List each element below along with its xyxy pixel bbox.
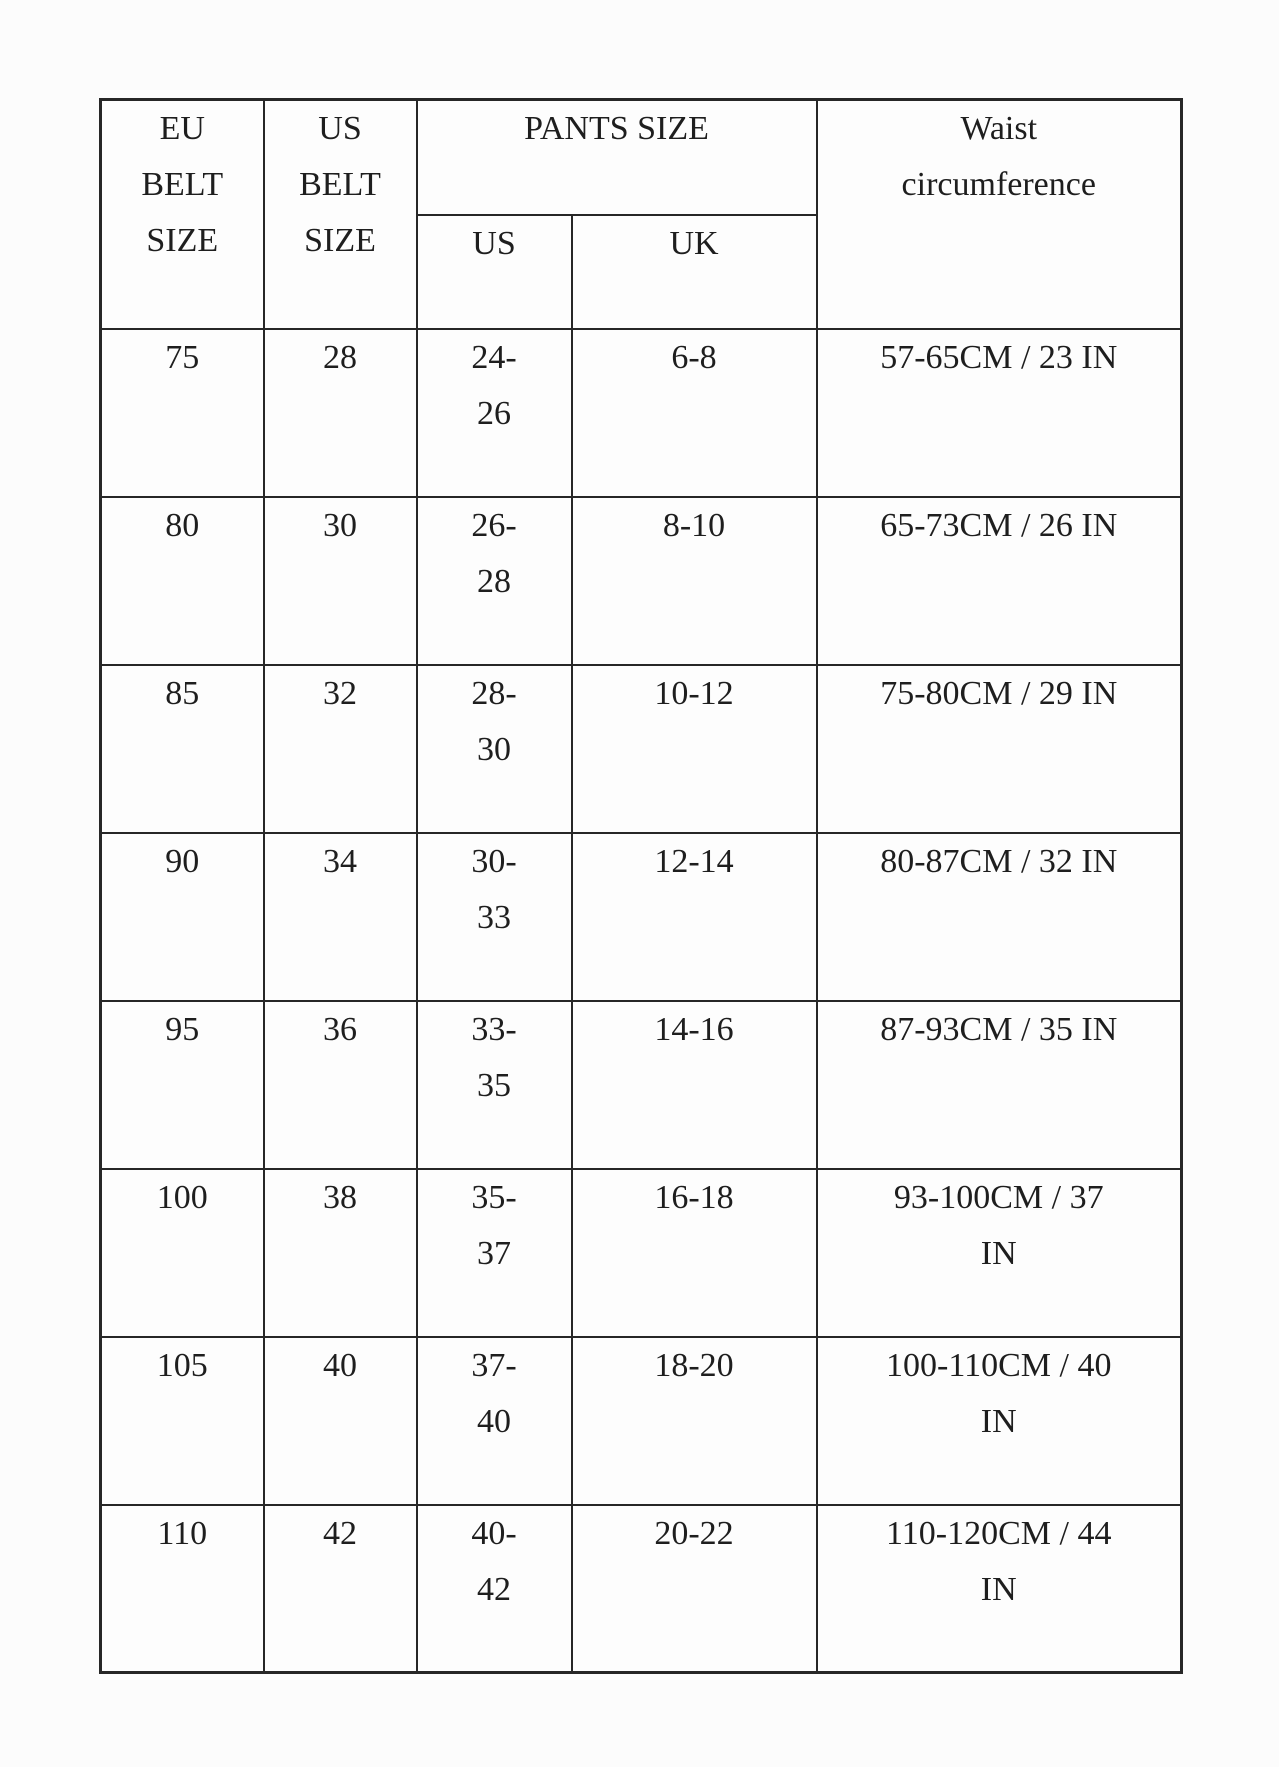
table-row: 105 40 37- 40 18-20 100-110CM / 40 IN: [99, 1335, 1183, 1506]
cell-pants-size-us: 35- 37: [415, 1167, 573, 1338]
header-row-top: EU BELT SIZE US BELT SIZE PANTS SIZE Wai…: [99, 98, 1183, 330]
cell-eu-belt-size: 100: [99, 1167, 265, 1338]
header-row-sub: US UK: [101, 213, 1182, 330]
header-waist-circumference: Waist circumference: [815, 98, 1183, 330]
cell-waist-circumference: 87-93CM / 35 IN: [815, 999, 1183, 1170]
cell-pants-size-uk: 20-22: [570, 1503, 818, 1674]
cell-us-belt-size: 32: [262, 663, 418, 834]
cell-us-belt-size: 34: [262, 831, 418, 1002]
header-us-belt-size: US BELT SIZE: [262, 98, 418, 330]
cell-waist-circumference: 93-100CM / 37 IN: [815, 1167, 1183, 1338]
cell-pants-size-us: 28- 30: [415, 663, 573, 834]
cell-waist-circumference: 65-73CM / 26 IN: [815, 495, 1183, 666]
table-row: 85 32 28- 30 10-12 75-80CM / 29 IN: [99, 663, 1183, 834]
cell-us-belt-size: 28: [262, 327, 418, 498]
cell-pants-size-uk: 16-18: [570, 1167, 818, 1338]
cell-pants-size-uk: 12-14: [570, 831, 818, 1002]
cell-pants-size-uk: 6-8: [570, 327, 818, 498]
cell-waist-circumference: 100-110CM / 40 IN: [815, 1335, 1183, 1506]
table-header: EU BELT SIZE US BELT SIZE PANTS SIZE Wai…: [99, 98, 1183, 330]
table-row: 75 28 24- 26 6-8 57-65CM / 23 IN: [99, 327, 1183, 498]
cell-pants-size-uk: 10-12: [570, 663, 818, 834]
cell-eu-belt-size: 95: [99, 999, 265, 1170]
header-eu-belt-size: EU BELT SIZE: [99, 98, 265, 330]
cell-us-belt-size: 36: [262, 999, 418, 1170]
table-row: 110 42 40- 42 20-22 110-120CM / 44 IN: [99, 1503, 1183, 1674]
header-pants-uk: UK: [570, 213, 818, 330]
header-pants-size: PANTS SIZE: [415, 98, 818, 216]
cell-eu-belt-size: 105: [99, 1335, 265, 1506]
table-row: 95 36 33- 35 14-16 87-93CM / 35 IN: [99, 999, 1183, 1170]
table-row: 90 34 30- 33 12-14 80-87CM / 32 IN: [99, 831, 1183, 1002]
belt-size-table: EU BELT SIZE US BELT SIZE PANTS SIZE Wai…: [99, 98, 1183, 1674]
cell-eu-belt-size: 85: [99, 663, 265, 834]
cell-pants-size-us: 33- 35: [415, 999, 573, 1170]
cell-pants-size-us: 24- 26: [415, 327, 573, 498]
cell-waist-circumference: 57-65CM / 23 IN: [815, 327, 1183, 498]
table-row: 100 38 35- 37 16-18 93-100CM / 37 IN: [99, 1167, 1183, 1338]
cell-waist-circumference: 75-80CM / 29 IN: [815, 663, 1183, 834]
cell-pants-size-us: 40- 42: [415, 1503, 573, 1674]
cell-eu-belt-size: 110: [99, 1503, 265, 1674]
cell-pants-size-uk: 8-10: [570, 495, 818, 666]
cell-us-belt-size: 40: [262, 1335, 418, 1506]
cell-us-belt-size: 38: [262, 1167, 418, 1338]
cell-pants-size-us: 26- 28: [415, 495, 573, 666]
cell-pants-size-uk: 14-16: [570, 999, 818, 1170]
table-body: 75 28 24- 26 6-8 57-65CM / 23 IN 80 30 26- 28 8-…: [99, 327, 1183, 1674]
cell-eu-belt-size: 75: [99, 327, 265, 498]
cell-us-belt-size: 30: [262, 495, 418, 666]
cell-eu-belt-size: 80: [99, 495, 265, 666]
table-row: 80 30 26- 28 8-10 65-73CM / 26 IN: [99, 495, 1183, 666]
cell-eu-belt-size: 90: [99, 831, 265, 1002]
cell-us-belt-size: 42: [262, 1503, 418, 1674]
cell-waist-circumference: 80-87CM / 32 IN: [815, 831, 1183, 1002]
header-pants-us: US: [415, 213, 573, 330]
cell-pants-size-us: 30- 33: [415, 831, 573, 1002]
cell-pants-size-uk: 18-20: [570, 1335, 818, 1506]
cell-pants-size-us: 37- 40: [415, 1335, 573, 1506]
cell-waist-circumference: 110-120CM / 44 IN: [815, 1503, 1183, 1674]
